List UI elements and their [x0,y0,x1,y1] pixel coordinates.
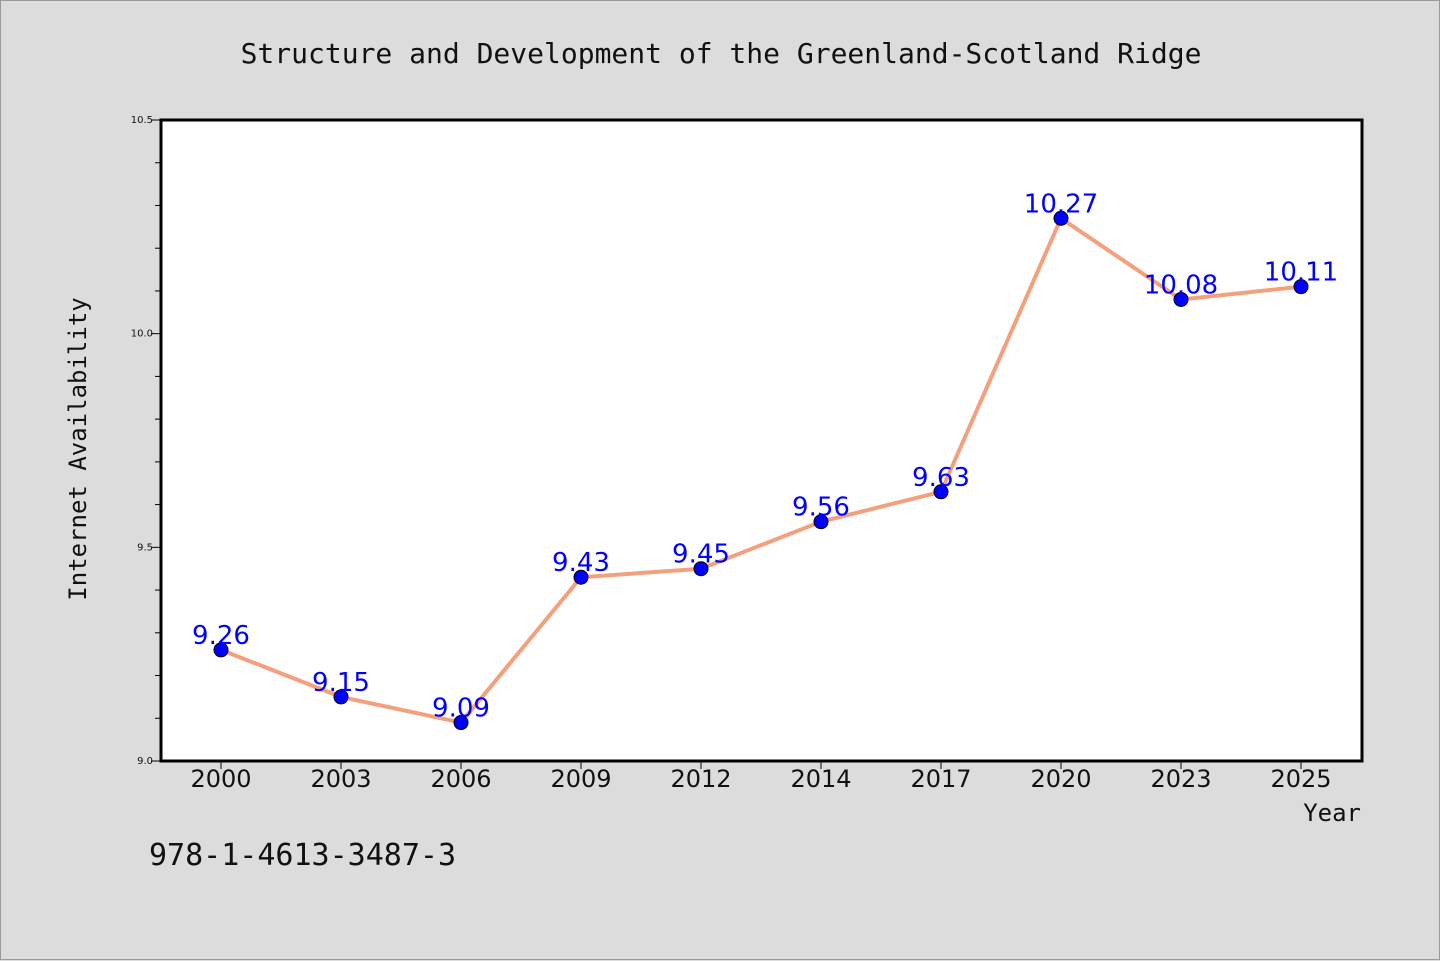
y-tick-label: 10.5 [131,115,153,126]
y-axis: 9.0 9.5 10.0 10.5 [131,115,161,767]
isbn-footer: 978-1-4613-3487-3 [149,838,456,873]
x-tick-label: 2000 [190,765,251,793]
x-tick-label: 2012 [670,765,731,793]
plot-area [159,118,1364,763]
data-label: 10.11 [1264,258,1338,288]
data-point [1293,279,1309,295]
series-line [220,216,1302,725]
data-point [933,484,949,500]
data-label: 9.43 [552,548,610,578]
data-point [333,689,349,705]
data-label: 9.09 [432,694,490,724]
data-point [1173,291,1189,307]
chart-title: Structure and Development of the Greenla… [241,37,1202,70]
x-axis-label: Year [1303,799,1361,827]
x-tick-label: 2014 [790,765,851,793]
x-tick-label: 2003 [310,765,371,793]
series-line-group [220,216,1302,725]
data-label: 10.08 [1144,270,1218,300]
data-point [693,561,709,577]
data-point [813,514,829,530]
y-tick-label: 10.0 [131,329,153,340]
y-tick-label: 9.0 [137,756,153,767]
data-label-group: 9.26 9.15 9.09 9.43 9.45 9.56 9.63 10.27 10.08 10… [192,189,1338,723]
data-point [573,569,589,585]
data-point [213,642,229,658]
y-axis-label: Internet Availability [64,297,92,600]
x-tick-label: 2009 [550,765,611,793]
data-point [453,715,469,731]
marker-group [213,210,1309,731]
data-label: 9.15 [312,668,370,698]
x-tick-label: 2020 [1030,765,1091,793]
data-label: 10.27 [1024,189,1098,219]
x-tick-label: 2025 [1270,765,1331,793]
x-tick-label: 2023 [1150,765,1211,793]
data-label: 9.56 [792,493,850,523]
data-point [1053,210,1069,226]
data-label: 9.26 [192,621,250,651]
x-axis: 2000 2003 2006 2009 2012 2014 2017 2020 2023 2025 [190,761,1332,793]
data-label: 9.45 [672,540,730,570]
x-tick-label: 2017 [910,765,971,793]
x-tick-label: 2006 [430,765,491,793]
y-tick-label: 9.5 [137,542,153,553]
data-label: 9.63 [912,463,970,493]
